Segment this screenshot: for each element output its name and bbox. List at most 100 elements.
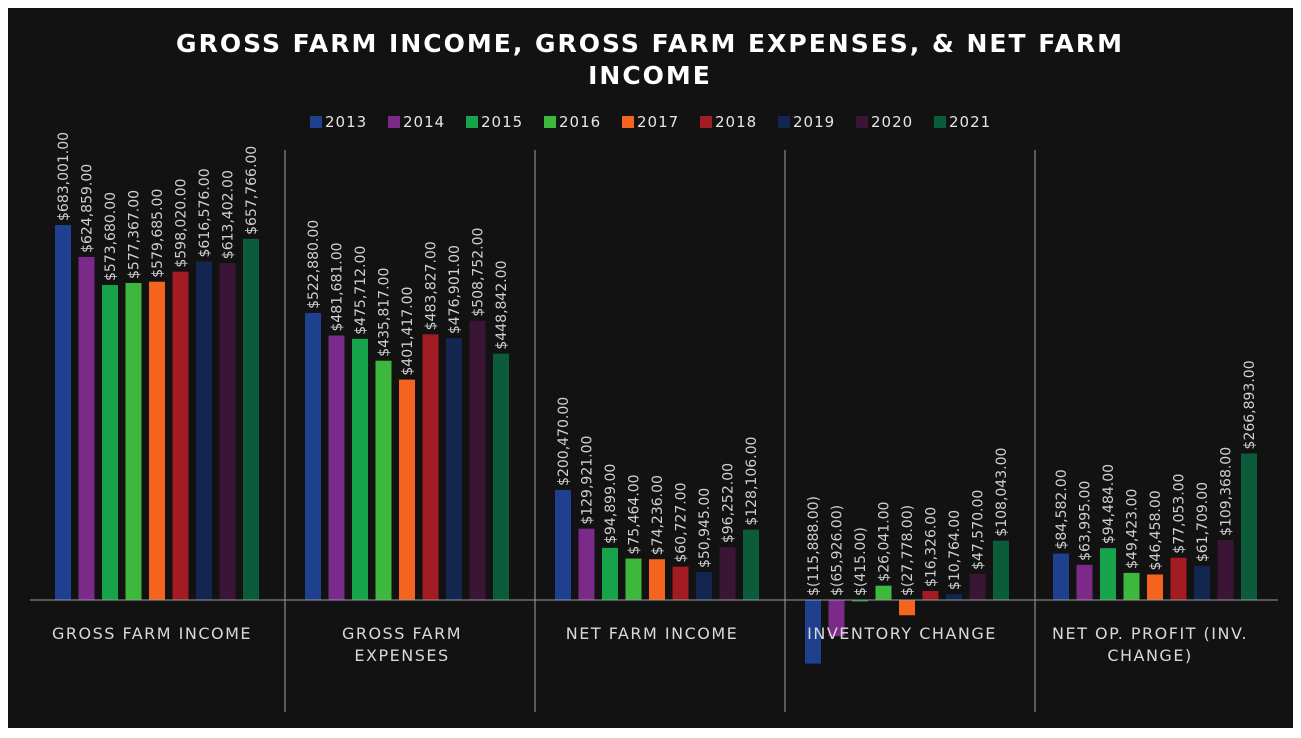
value-label: $401,417.00 [400,287,416,376]
legend-label: 2013 [325,113,368,131]
bar-2016-4 [875,585,892,600]
value-label: $10,764.00 [947,510,963,590]
value-label: $266,893.00 [1242,360,1258,449]
bar-2018-1 [172,271,189,600]
bar-2020-4 [969,573,986,600]
value-label: $598,020.00 [174,179,190,268]
value-label: $109,368.00 [1219,447,1235,536]
bar-2013-3 [555,489,571,600]
bar-2014-4 [828,600,845,637]
value-label: $200,470.00 [556,397,572,486]
value-label: $(115,888.00) [806,496,822,596]
legend-item-2019: 2019 [778,110,835,134]
bar-2015-4 [852,600,868,602]
bar-2020-1 [219,263,236,600]
legend-label: 2014 [403,113,446,131]
legend-swatch [544,116,556,128]
bar-2020-3 [719,547,736,600]
value-label: $616,576.00 [197,168,213,257]
value-label: $26,041.00 [877,502,893,582]
bar-2019-4 [946,594,962,600]
bar-2017-1 [149,281,165,600]
legend-item-2013: 2013 [310,110,367,134]
value-label: $128,106.00 [744,437,760,526]
value-label: $94,484.00 [1101,464,1117,544]
value-label: $63,995.00 [1078,481,1094,561]
category-label: GROSS FARM INCOME [52,624,252,643]
value-label: $435,817.00 [377,268,393,357]
value-label: $613,402.00 [221,170,237,259]
bar-2013-4 [805,600,821,664]
category-label: NET FARM INCOME [566,624,739,643]
category-label: GROSS FARM EXPENSES [342,624,462,665]
legend-swatch [310,116,322,128]
bar-2015-5 [1100,548,1116,600]
value-label: $47,570.00 [971,490,987,570]
bar-2013-2 [305,312,321,600]
legend-label: 2017 [637,113,680,131]
value-label: $657,766.00 [244,146,260,235]
value-label: $483,827.00 [424,241,440,330]
bar-2016-1 [125,282,142,600]
value-label: $129,921.00 [580,436,596,525]
bar-2015-3 [602,547,618,600]
bar-2016-2 [375,360,392,600]
bar-2015-1 [102,285,118,600]
bar-2020-5 [1217,539,1234,600]
bar-2013-5 [1053,553,1069,600]
chart-title: GROSS FARM INCOME, GROSS FARM EXPENSES, … [176,29,1124,90]
legend-item-2021: 2021 [934,110,991,134]
value-label: $96,252.00 [721,463,737,543]
bar-2020-2 [469,320,486,600]
bar-2014-3 [578,528,595,600]
bar-2017-3 [649,559,665,600]
value-label: $77,053.00 [1172,474,1188,554]
bar-2021-4 [993,540,1009,600]
bar-2018-3 [672,566,689,600]
value-label: $94,899.00 [603,464,619,544]
legend-item-2020: 2020 [856,110,913,134]
bar-2019-5 [1194,566,1210,600]
value-label: $476,901.00 [447,245,463,334]
legend-swatch [466,116,478,128]
bar-2017-2 [399,379,415,600]
bar-2021-2 [493,353,509,600]
value-label: $475,712.00 [353,246,369,335]
value-label: $46,458.00 [1148,490,1164,570]
value-label: $448,842.00 [494,260,510,349]
legend-swatch [856,116,868,128]
bar-2021-5 [1241,453,1257,600]
legend-swatch [622,116,634,128]
bar-2018-4 [922,591,939,600]
bar-2019-1 [196,261,212,600]
bar-2019-3 [696,572,712,600]
legend-label: 2019 [793,113,836,131]
value-label: $16,326.00 [924,507,940,587]
legend-swatch [934,116,946,128]
legend-label: 2016 [559,113,602,131]
value-label: $(415.00) [853,527,869,596]
legend-swatch [700,116,712,128]
bar-2014-2 [328,335,345,600]
value-label: $108,043.00 [994,448,1010,537]
value-label: $(65,926.00) [830,505,846,596]
bar-2016-3 [625,558,642,600]
value-label: $49,423.00 [1125,489,1141,569]
bar-2018-5 [1170,557,1187,600]
value-label: $(27,778.00) [900,505,916,596]
value-label: $75,464.00 [627,474,643,554]
legend-item-2016: 2016 [544,110,601,134]
legend-item-2017: 2017 [622,110,679,134]
value-label: $60,727.00 [674,482,690,562]
legend-item-2014: 2014 [388,110,445,134]
bar-2019-2 [446,338,462,600]
bar-2021-1 [243,238,259,600]
legend-label: 2018 [715,113,758,131]
bar-2017-5 [1147,574,1163,600]
value-label: $522,880.00 [306,220,322,309]
category-label: NET OP. PROFIT (INV. CHANGE) [1052,624,1248,665]
value-label: $683,001.00 [56,132,72,221]
legend-swatch [778,116,790,128]
legend-label: 2020 [871,113,914,131]
